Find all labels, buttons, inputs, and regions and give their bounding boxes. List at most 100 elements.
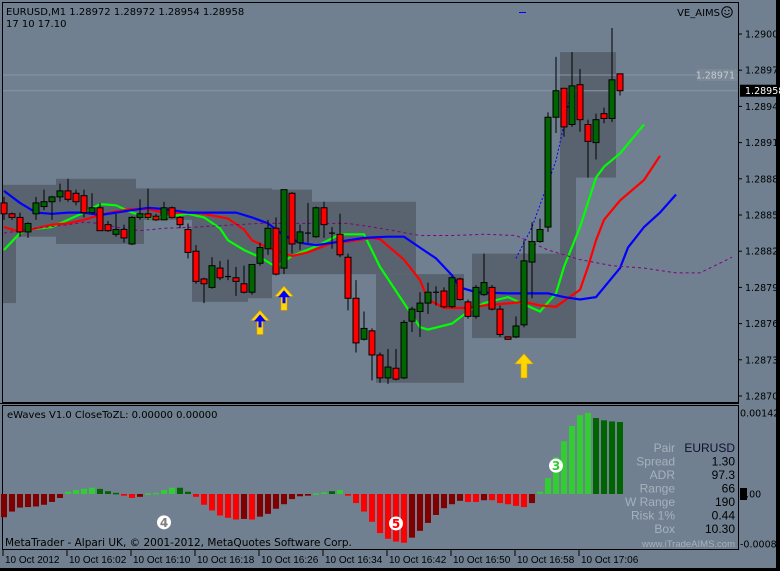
ask-price-label: 1.28971 xyxy=(696,71,735,82)
histogram-bar xyxy=(585,412,591,494)
candle xyxy=(256,242,264,266)
histogram-bar xyxy=(353,494,359,504)
candle xyxy=(584,119,592,178)
info-label: Box xyxy=(654,522,675,536)
wave-label-circle xyxy=(157,515,171,530)
candle-body xyxy=(72,192,80,203)
candle-body xyxy=(48,196,56,203)
histogram-bar xyxy=(297,494,303,497)
candle xyxy=(288,192,296,254)
price-axis[interactable]: 1.29005 1.28975 1.28945 1.28915 1.28885 1.288… xyxy=(696,30,780,403)
bid-price-box xyxy=(740,84,776,97)
candle xyxy=(264,219,272,255)
candle xyxy=(216,260,224,281)
histogram-bar xyxy=(577,415,583,494)
candle xyxy=(352,280,360,353)
time-label: 10 Oct 16:42 xyxy=(389,555,447,566)
histogram-bar xyxy=(241,494,247,519)
wave-label: 4 xyxy=(160,516,168,530)
price-label: 1.28975 xyxy=(745,66,780,77)
candle-body xyxy=(408,308,416,322)
candle xyxy=(296,224,304,250)
histogram-bar xyxy=(9,494,15,512)
candle-body xyxy=(320,207,328,226)
indicator-name: VE_AIMS xyxy=(677,8,720,19)
candle-body xyxy=(32,202,40,215)
candle xyxy=(112,213,120,237)
indicator-line xyxy=(3,123,645,331)
candle-body xyxy=(80,195,88,214)
histogram-bar xyxy=(57,494,63,498)
candle xyxy=(424,282,432,314)
info-value: 10.30 xyxy=(705,522,735,536)
candle xyxy=(136,199,144,220)
time-label: 10 Oct 16:26 xyxy=(261,555,319,566)
candle-body xyxy=(96,207,104,232)
info-value: 190 xyxy=(715,495,735,509)
candle-body xyxy=(576,84,584,121)
indicator-axis-label: 0.001429 xyxy=(740,409,780,420)
indicator-frame xyxy=(2,405,739,550)
histogram-bar xyxy=(121,494,127,496)
candle-body xyxy=(504,336,512,340)
time-label: 10 Oct 16:18 xyxy=(197,555,255,566)
histogram-bar xyxy=(105,491,111,494)
histogram-bar xyxy=(401,494,407,543)
candle-body xyxy=(416,302,424,313)
histogram-bar xyxy=(153,492,159,495)
candle-body xyxy=(568,85,576,126)
histogram-bar xyxy=(561,441,567,494)
candle-body xyxy=(136,213,144,218)
candle xyxy=(496,305,504,337)
time-axis[interactable]: 10 Oct 2012 10 Oct 16:02 10 Oct 16:10 10 Oc… xyxy=(2,550,639,566)
candle-body xyxy=(56,190,64,198)
candle-body xyxy=(64,190,72,200)
candle-body xyxy=(240,283,248,293)
candle xyxy=(320,201,328,238)
candle-body xyxy=(336,233,344,256)
histogram-bar xyxy=(545,478,551,494)
candle-body xyxy=(584,124,592,142)
candle-body xyxy=(104,224,112,232)
arrow-shape xyxy=(514,353,534,379)
indicator-axis-label: 0.00 xyxy=(740,490,761,501)
histogram-bar xyxy=(161,490,167,494)
candle xyxy=(272,217,280,276)
candle-body xyxy=(192,250,200,282)
histogram-bar xyxy=(73,490,79,494)
candle-body xyxy=(368,330,376,356)
candle-body xyxy=(40,201,48,208)
time-label: 10 Oct 2012 xyxy=(5,555,60,566)
candle xyxy=(408,306,416,333)
time-label: 10 Oct 17:06 xyxy=(581,555,639,566)
histogram-bar xyxy=(425,494,431,523)
candle xyxy=(512,316,520,339)
histogram-bar xyxy=(169,487,175,494)
histogram-bar xyxy=(457,494,463,501)
candle-body xyxy=(208,265,216,288)
histogram-bar xyxy=(593,418,599,494)
histogram-bar xyxy=(489,494,495,501)
histogram-bar xyxy=(449,494,455,505)
candle xyxy=(225,259,231,281)
candle xyxy=(448,276,456,308)
candle xyxy=(360,311,368,341)
wave-label: 5 xyxy=(392,517,400,531)
histogram-bar xyxy=(345,494,351,496)
candle-body xyxy=(144,213,152,218)
candle xyxy=(184,223,192,259)
wave-label-circle xyxy=(549,458,563,473)
histogram-bar xyxy=(313,493,319,495)
bid-price-label: 1.28958 xyxy=(745,86,780,97)
histogram-bar xyxy=(385,494,391,539)
ask-price-box xyxy=(697,69,737,82)
histogram-bar xyxy=(249,494,255,520)
candle xyxy=(128,216,136,246)
price-label: 1.28945 xyxy=(745,102,780,113)
price-label: 1.28765 xyxy=(745,319,780,330)
website-link: www.iTradeAIMS.com xyxy=(641,539,735,550)
histogram-bar xyxy=(321,492,327,494)
candle-body xyxy=(168,207,176,218)
info-label: ADR xyxy=(650,468,676,482)
